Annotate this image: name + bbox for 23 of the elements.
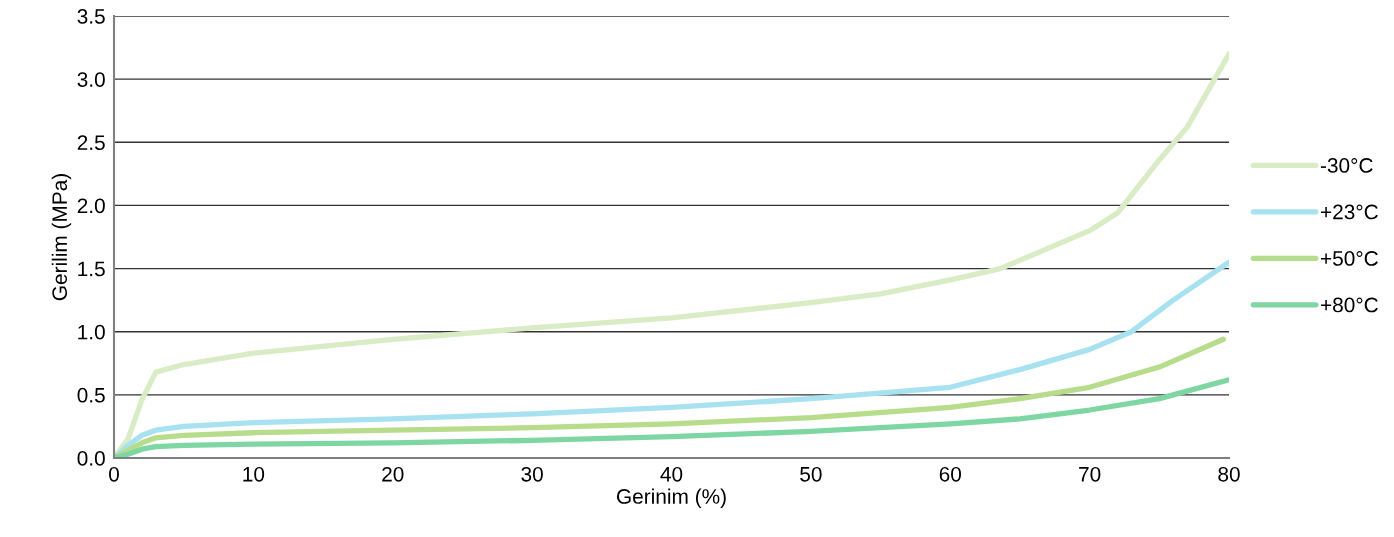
y-axis-title: Gerilim (MPa) xyxy=(51,174,72,301)
y-tick-label: 3.0 xyxy=(77,72,105,87)
x-tick-label: 0 xyxy=(109,466,119,482)
x-tick-label: 20 xyxy=(382,466,404,482)
x-axis-title: Gerinim (%) xyxy=(616,488,726,508)
x-tick-label: 30 xyxy=(521,466,543,482)
legend-label: +80°C xyxy=(1321,297,1378,313)
legend-label: -30°C xyxy=(1320,158,1373,173)
x-tick-label: 10 xyxy=(243,466,265,482)
legend-label: +50°C xyxy=(1321,251,1378,266)
x-tick-label: 40 xyxy=(660,466,683,482)
y-tick-label: 2.0 xyxy=(77,198,105,214)
y-tick-label: 0.0 xyxy=(77,451,105,466)
legend-label: +23°C xyxy=(1321,204,1378,220)
y-tick-label: 3.5 xyxy=(77,9,105,24)
y-tick-label: 0.5 xyxy=(77,387,105,403)
x-tick-label: 50 xyxy=(800,466,822,482)
y-tick-label: 1.0 xyxy=(78,324,105,340)
y-tick-label: 2.5 xyxy=(77,135,105,151)
x-tick-label: 80 xyxy=(1218,466,1240,482)
y-tick-label: 1.5 xyxy=(78,261,105,277)
x-tick-label: 70 xyxy=(1079,466,1101,482)
x-tick-label: 60 xyxy=(939,466,962,482)
